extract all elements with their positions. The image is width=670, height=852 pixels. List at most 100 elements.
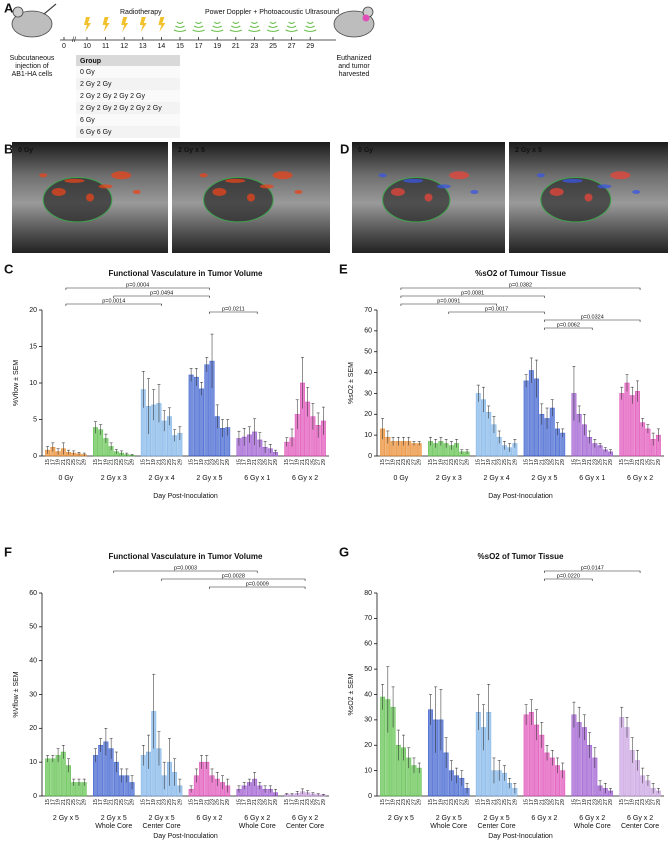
start-note: Subcutaneous [10, 55, 55, 62]
table-row: 2 Gy 2 Gy 2 Gy 2 Gy [80, 93, 145, 100]
error-bar [194, 768, 198, 783]
x-tick-label: 23 [209, 799, 215, 805]
p-value: p=0.0003 [174, 565, 197, 571]
group-sublabel: Center Core [478, 823, 516, 830]
error-bar [529, 699, 533, 725]
x-tick-label: 23 [162, 459, 168, 465]
error-bar [412, 757, 416, 774]
error-bar [157, 731, 161, 766]
significance-bracket [161, 578, 306, 581]
ultrasound-icon [176, 21, 184, 25]
timeline-day: 17 [195, 43, 203, 50]
signal-blob [212, 187, 227, 196]
x-tick-label: 17 [194, 459, 200, 465]
error-bar [381, 418, 385, 440]
error-bar [545, 745, 549, 761]
x-axis-label: Day Post-Inoculation [153, 833, 218, 840]
x-tick-label: 21 [539, 799, 545, 805]
significance-bracket [65, 287, 210, 290]
bar [486, 411, 492, 457]
x-tick-label: 15 [524, 799, 530, 805]
p-value: p=0.0220 [557, 573, 580, 579]
p-value: p=0.0028 [222, 573, 245, 579]
error-bar [656, 428, 660, 442]
x-tick-label: 19 [103, 799, 109, 805]
x-tick-label: 25 [263, 799, 269, 805]
signal-blob [390, 187, 405, 196]
signal-blob [449, 171, 470, 180]
significance-bracket [113, 570, 258, 573]
group-label: 6 Gy x 2 [627, 475, 653, 482]
x-tick-label: 29 [656, 459, 662, 465]
x-axis-label: Day Post-Inoculation [153, 493, 218, 500]
ultrasound-icon [306, 21, 314, 25]
error-bar [67, 449, 71, 455]
x-tick-label: 29 [225, 799, 231, 805]
error-bar [61, 745, 65, 759]
error-bar [120, 450, 124, 456]
x-tick-label: 27 [268, 459, 274, 465]
error-bar [189, 785, 193, 793]
table-row-bg [76, 114, 180, 126]
bar [619, 393, 625, 457]
error-bar [130, 454, 134, 456]
error-bar [141, 745, 145, 766]
error-bar [247, 778, 251, 786]
ultrasound-icon [303, 29, 317, 33]
y-tick-label: 0 [368, 453, 372, 460]
x-tick-label: 19 [438, 799, 444, 805]
tumor-outline [42, 177, 113, 223]
x-tick-label: 15 [380, 459, 386, 465]
y-tick-label: 0 [33, 793, 37, 800]
error-bar [258, 432, 262, 448]
ultrasound-icon [286, 25, 297, 29]
ultrasound-icon [210, 29, 224, 33]
x-tick-label: 21 [156, 799, 162, 805]
error-bar [311, 403, 315, 430]
x-tick-label: 23 [544, 459, 550, 465]
error-bar [290, 428, 294, 447]
x-tick-label: 27 [172, 799, 178, 805]
x-tick-label: 15 [619, 799, 625, 805]
x-tick-label: 15 [45, 459, 51, 465]
error-bar [439, 689, 443, 751]
error-bar [295, 399, 299, 429]
error-bar [263, 785, 267, 793]
error-bar [381, 684, 385, 710]
bar [193, 376, 199, 457]
y-tick-label: 10 [364, 432, 372, 439]
x-tick-label: 27 [555, 799, 561, 805]
error-bar [109, 738, 113, 759]
view-label: 0 Gy [358, 147, 373, 154]
x-tick-label: 27 [459, 799, 465, 805]
group-sublabel: Center Core [143, 823, 181, 830]
error-bar [82, 778, 86, 786]
x-tick-label: 25 [310, 459, 316, 465]
x-tick-label: 23 [209, 459, 215, 465]
x-tick-label: 25 [598, 459, 604, 465]
x-tick-label: 29 [82, 459, 88, 465]
y-tick-label: 20 [364, 411, 372, 418]
x-tick-label: 29 [608, 459, 614, 465]
error-bar [460, 449, 464, 454]
error-bar [300, 357, 304, 409]
error-bar [82, 452, 86, 456]
x-tick-label: 15 [380, 799, 386, 805]
x-tick-label: 27 [651, 799, 657, 805]
x-tick-label: 17 [481, 799, 487, 805]
x-tick-label: 29 [321, 799, 327, 805]
error-bar [656, 788, 660, 794]
error-bar [428, 436, 432, 446]
error-bar [630, 737, 634, 764]
signal-blob [403, 178, 424, 183]
x-tick-label: 29 [130, 799, 136, 805]
x-tick-label: 27 [507, 799, 513, 805]
signal-blob [64, 178, 85, 183]
error-bar [274, 449, 278, 455]
x-tick-label: 23 [401, 799, 407, 805]
panel-label: B [4, 141, 13, 156]
x-tick-label: 25 [167, 459, 173, 465]
error-bar [651, 432, 655, 446]
x-axis-label: Day Post-Inoculation [488, 833, 553, 840]
x-tick-label: 25 [454, 799, 460, 805]
